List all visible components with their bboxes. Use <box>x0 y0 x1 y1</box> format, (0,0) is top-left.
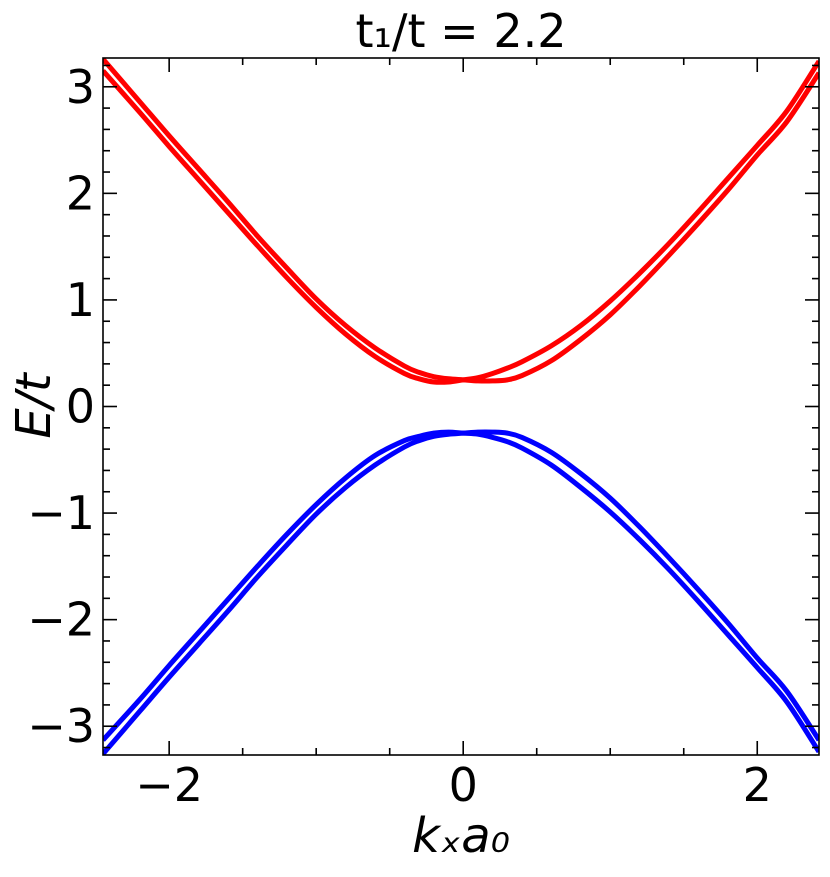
y-tick-label: −1 <box>27 486 95 540</box>
band-curve-1 <box>103 59 819 385</box>
band-curve-3 <box>103 429 819 754</box>
y-tick-label: 0 <box>66 380 95 434</box>
band-curve-4 <box>103 429 819 755</box>
x-tick-label: 2 <box>743 758 772 812</box>
y-tick-label: 2 <box>66 166 95 220</box>
band-curve-2 <box>103 58 819 384</box>
y-tick-label: −2 <box>27 593 95 647</box>
y-tick-label: 1 <box>66 273 95 327</box>
y-axis-title: E/t <box>6 371 62 439</box>
y-tick-label: 3 <box>66 60 95 114</box>
tick-labels-layer: −2 0 2 −3 −2 −1 0 1 2 3 <box>27 60 772 812</box>
x-axis-title: kₓa₀ <box>412 808 510 864</box>
ticks-layer <box>103 58 819 755</box>
x-tick-label: −2 <box>135 758 203 812</box>
chart-title: t₁/t = 2.2 <box>356 4 567 58</box>
plot-frame <box>102 57 820 756</box>
x-tick-label: 0 <box>449 758 478 812</box>
y-tick-label: −3 <box>27 699 95 753</box>
curves-layer <box>103 58 819 755</box>
